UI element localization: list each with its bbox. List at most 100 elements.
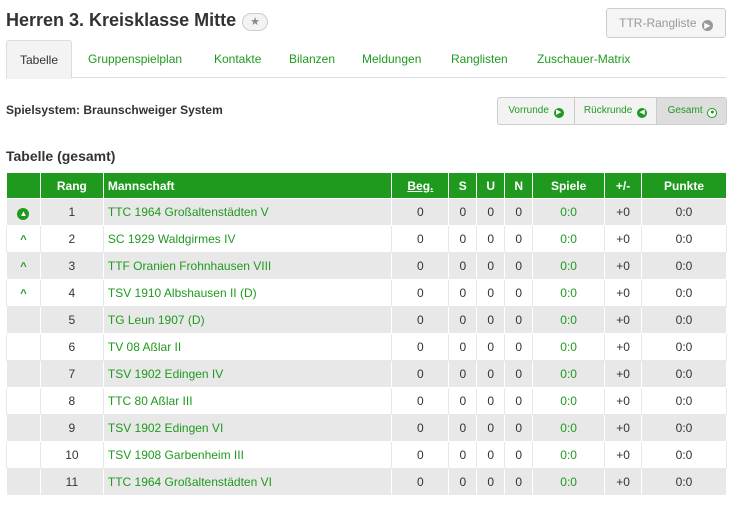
spiele-link[interactable]: 0:0 [532, 468, 606, 496]
gesamt-label: Gesamt [667, 105, 703, 116]
rang-cell: 2 [39, 225, 104, 253]
table-row: 10 TSV 1908 Garbenheim III 0 0 0 0 0:0 +0 0:0 [6, 441, 727, 469]
tab-kontakte[interactable]: Kontakte [214, 52, 262, 66]
vorrunde-button[interactable]: Vorrunde ▶ [498, 98, 575, 124]
vorrunde-label: Vorrunde [508, 105, 549, 116]
col-mannschaft: Mannschaft [102, 172, 393, 199]
u-cell: 0 [476, 279, 506, 307]
arrow-right-circle-icon: ▶ [701, 20, 713, 31]
u-cell: 0 [476, 198, 506, 226]
table-row: 9 TSV 1902 Edingen VI 0 0 0 0 0:0 +0 0:0 [6, 414, 727, 442]
diff-cell: +0 [604, 279, 643, 307]
spiele-link[interactable]: 0:0 [532, 441, 606, 469]
spiele-link[interactable]: 0:0 [532, 279, 606, 307]
team-link[interactable]: TTC 1964 Großaltenstädten V [102, 198, 393, 226]
beg-cell: 0 [391, 441, 450, 469]
col-punkte: Punkte [641, 172, 727, 199]
col-u: U [476, 172, 506, 199]
punkte-cell: 0:0 [641, 252, 727, 280]
team-link[interactable]: SC 1929 Waldgirmes IV [102, 225, 393, 253]
spiele-link[interactable]: 0:0 [532, 225, 606, 253]
n-cell: 0 [504, 333, 534, 361]
table-row: ^ 2 SC 1929 Waldgirmes IV 0 0 0 0 0:0 +0 0:0 [6, 225, 727, 253]
beg-cell: 0 [391, 252, 450, 280]
tab-meldungen[interactable]: Meldungen [362, 52, 422, 66]
punkte-cell: 0:0 [641, 387, 727, 415]
col-indicator [6, 172, 41, 199]
team-link[interactable]: TV 08 Aßlar II [102, 333, 393, 361]
indicator-cell [6, 333, 41, 361]
table-row: ▲ 1 TTC 1964 Großaltenstädten V 0 0 0 0 0:0 +0 0:… [6, 198, 727, 226]
rang-cell: 7 [39, 360, 104, 388]
beg-cell: 0 [391, 414, 450, 442]
s-cell: 0 [448, 441, 478, 469]
beg-cell: 0 [391, 333, 450, 361]
rang-cell: 3 [39, 252, 104, 280]
tab-zuschauer-matrix[interactable]: Zuschauer-Matrix [537, 52, 631, 66]
table-row: 8 TTC 80 Aßlar III 0 0 0 0 0:0 +0 0:0 [6, 387, 727, 415]
team-link[interactable]: TTF Oranien Frohnhausen VIII [102, 252, 393, 280]
diff-cell: +0 [604, 387, 643, 415]
spiele-link[interactable]: 0:0 [532, 414, 606, 442]
rang-cell: 8 [39, 387, 104, 415]
tab-gruppenspielplan[interactable]: Gruppenspielplan [88, 52, 183, 66]
beg-cell: 0 [391, 198, 450, 226]
punkte-cell: 0:0 [641, 333, 727, 361]
s-cell: 0 [448, 360, 478, 388]
table-row: 6 TV 08 Aßlar II 0 0 0 0 0:0 +0 0:0 [6, 333, 727, 361]
spiele-link[interactable]: 0:0 [532, 198, 606, 226]
s-cell: 0 [448, 279, 478, 307]
col-diff: +/- [604, 172, 643, 199]
star-icon: ★ [250, 16, 260, 28]
table-row: 5 TG Leun 1907 (D) 0 0 0 0 0:0 +0 0:0 [6, 306, 727, 334]
diff-cell: +0 [604, 360, 643, 388]
spielsystem-label: Spielsystem: Braunschweiger System [6, 103, 223, 117]
diff-cell: +0 [604, 468, 643, 496]
spiele-link[interactable]: 0:0 [532, 360, 606, 388]
diff-cell: +0 [604, 333, 643, 361]
arrow-right-circle-icon: ▶ [553, 108, 564, 118]
diff-cell: +0 [604, 252, 643, 280]
tab-tabelle[interactable]: Tabelle [6, 40, 72, 79]
promotion-chevron-icon: ^ [20, 261, 27, 273]
spiele-link[interactable]: 0:0 [532, 306, 606, 334]
punkte-cell: 0:0 [641, 198, 727, 226]
n-cell: 0 [504, 279, 534, 307]
n-cell: 0 [504, 225, 534, 253]
gesamt-button[interactable]: Gesamt ● [657, 98, 726, 124]
team-link[interactable]: TG Leun 1907 (D) [102, 306, 393, 334]
team-link[interactable]: TTC 1964 Großaltenstädten VI [102, 468, 393, 496]
n-cell: 0 [504, 441, 534, 469]
col-n: N [504, 172, 534, 199]
team-link[interactable]: TTC 80 Aßlar III [102, 387, 393, 415]
diff-cell: +0 [604, 414, 643, 442]
diff-cell: +0 [604, 225, 643, 253]
spiele-link[interactable]: 0:0 [532, 252, 606, 280]
col-begegnungen[interactable]: Beg. [391, 172, 450, 199]
team-link[interactable]: TSV 1910 Albshausen II (D) [102, 279, 393, 307]
u-cell: 0 [476, 306, 506, 334]
u-cell: 0 [476, 360, 506, 388]
rang-cell: 9 [39, 414, 104, 442]
n-cell: 0 [504, 468, 534, 496]
team-link[interactable]: TSV 1902 Edingen IV [102, 360, 393, 388]
team-link[interactable]: TSV 1908 Garbenheim III [102, 441, 393, 469]
s-cell: 0 [448, 414, 478, 442]
ttr-rangliste-button[interactable]: TTR-Rangliste ▶ [606, 8, 726, 38]
indicator-cell: ^ [6, 225, 41, 253]
spiele-link[interactable]: 0:0 [532, 333, 606, 361]
col-beg-label: Beg. [407, 178, 434, 193]
ttr-button-label: TTR-Rangliste [619, 16, 697, 30]
spiele-link[interactable]: 0:0 [532, 387, 606, 415]
rang-cell: 6 [39, 333, 104, 361]
n-cell: 0 [504, 306, 534, 334]
tab-bilanzen[interactable]: Bilanzen [289, 52, 336, 66]
u-cell: 0 [476, 252, 506, 280]
team-link[interactable]: TSV 1902 Edingen VI [102, 414, 393, 442]
favorite-star-button[interactable]: ★ [242, 13, 268, 31]
indicator-cell [6, 441, 41, 469]
u-cell: 0 [476, 333, 506, 361]
indicator-cell [6, 360, 41, 388]
rueckrunde-button[interactable]: Rückrunde ◀ [575, 98, 657, 124]
tab-ranglisten[interactable]: Ranglisten [451, 52, 508, 66]
